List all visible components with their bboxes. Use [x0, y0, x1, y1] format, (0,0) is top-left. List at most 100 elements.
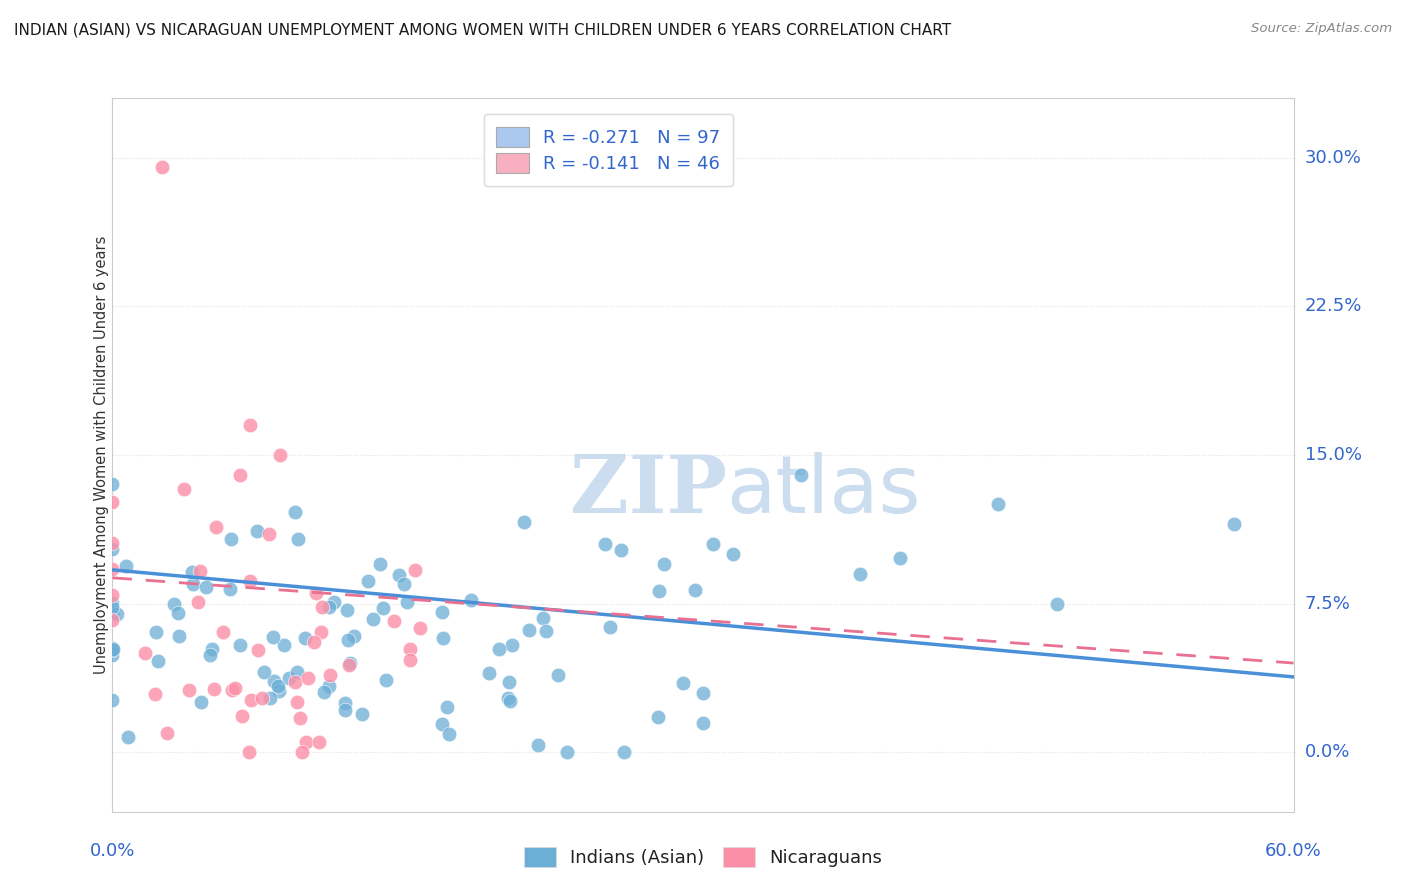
- Point: [593, 537, 616, 551]
- Point: [721, 547, 744, 561]
- Point: [187, 595, 209, 609]
- Text: Source: ZipAtlas.com: Source: ZipAtlas.com: [1251, 22, 1392, 36]
- Point: [181, 565, 204, 579]
- Point: [228, 638, 250, 652]
- Point: [555, 745, 578, 759]
- Point: [101, 648, 124, 663]
- Point: [198, 648, 221, 662]
- Point: [156, 725, 179, 739]
- Point: [610, 543, 633, 558]
- Point: [201, 642, 224, 657]
- Point: [229, 467, 252, 482]
- Point: [285, 665, 308, 679]
- Point: [337, 633, 360, 648]
- Point: [188, 565, 211, 579]
- Point: [368, 557, 391, 571]
- Point: [1046, 597, 1069, 611]
- Point: [101, 536, 124, 550]
- Point: [702, 537, 724, 551]
- Point: [205, 520, 228, 534]
- Point: [269, 684, 291, 698]
- Point: [318, 668, 340, 682]
- Point: [599, 619, 621, 633]
- Point: [339, 656, 361, 670]
- Text: INDIAN (ASIAN) VS NICARAGUAN UNEMPLOYMENT AMONG WOMEN WITH CHILDREN UNDER 6 YEAR: INDIAN (ASIAN) VS NICARAGUAN UNEMPLOYMEN…: [14, 22, 952, 37]
- Point: [143, 687, 166, 701]
- Point: [219, 582, 242, 596]
- Point: [987, 498, 1010, 512]
- Point: [294, 631, 316, 645]
- Point: [395, 594, 418, 608]
- Point: [269, 448, 291, 462]
- Point: [304, 635, 326, 649]
- Point: [394, 577, 416, 591]
- Point: [889, 551, 911, 566]
- Point: [252, 665, 274, 679]
- Point: [312, 685, 335, 699]
- Point: [224, 681, 246, 695]
- Point: [259, 690, 281, 705]
- Point: [336, 603, 359, 617]
- Point: [849, 566, 872, 581]
- Point: [173, 482, 195, 496]
- Point: [404, 563, 426, 577]
- Point: [291, 745, 314, 759]
- Point: [361, 612, 384, 626]
- Point: [284, 674, 307, 689]
- Point: [287, 532, 309, 546]
- Point: [101, 588, 124, 602]
- Point: [101, 476, 124, 491]
- Point: [652, 557, 675, 571]
- Point: [305, 586, 328, 600]
- Point: [496, 690, 519, 705]
- Point: [163, 597, 186, 611]
- Point: [190, 696, 212, 710]
- Text: atlas: atlas: [727, 451, 921, 530]
- Point: [790, 467, 813, 482]
- Point: [460, 592, 482, 607]
- Point: [262, 630, 284, 644]
- Point: [181, 577, 204, 591]
- Point: [284, 505, 307, 519]
- Point: [101, 495, 124, 509]
- Point: [531, 611, 554, 625]
- Point: [527, 738, 550, 752]
- Point: [288, 710, 311, 724]
- Y-axis label: Unemployment Among Women with Children Under 6 years: Unemployment Among Women with Children U…: [94, 235, 108, 674]
- Point: [672, 676, 695, 690]
- Point: [247, 643, 270, 657]
- Point: [388, 568, 411, 582]
- Point: [117, 730, 139, 744]
- Point: [221, 682, 243, 697]
- Point: [488, 642, 510, 657]
- Point: [692, 715, 714, 730]
- Point: [311, 600, 333, 615]
- Point: [101, 693, 124, 707]
- Point: [101, 641, 124, 656]
- Point: [239, 418, 262, 433]
- Point: [278, 672, 301, 686]
- Point: [613, 745, 636, 759]
- Point: [432, 631, 454, 645]
- Point: [115, 559, 138, 574]
- Point: [534, 624, 557, 638]
- Point: [437, 727, 460, 741]
- Point: [202, 681, 225, 696]
- Point: [179, 682, 201, 697]
- Text: 0.0%: 0.0%: [90, 842, 135, 860]
- Point: [146, 654, 169, 668]
- Text: ZIP: ZIP: [569, 451, 727, 530]
- Point: [150, 161, 173, 175]
- Text: 30.0%: 30.0%: [1305, 149, 1361, 167]
- Point: [101, 607, 124, 622]
- Point: [398, 653, 420, 667]
- Point: [101, 613, 124, 627]
- Point: [517, 623, 540, 637]
- Point: [194, 580, 217, 594]
- Point: [145, 625, 167, 640]
- Point: [337, 658, 360, 673]
- Point: [352, 706, 374, 721]
- Point: [101, 599, 124, 614]
- Point: [547, 668, 569, 682]
- Point: [683, 582, 706, 597]
